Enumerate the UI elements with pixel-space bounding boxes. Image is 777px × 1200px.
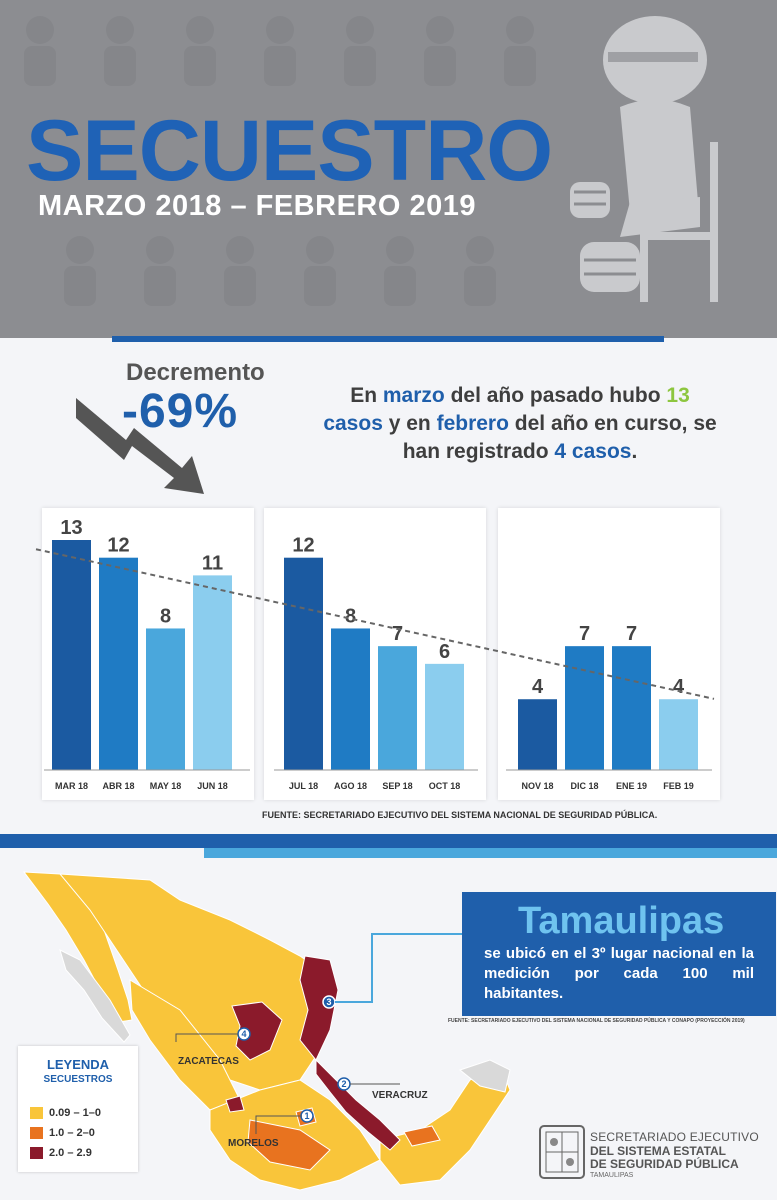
bar-value-label: 4 [532,676,544,698]
x-tick-label: ABR 18 [102,781,134,791]
legend-swatch-high [30,1147,43,1159]
bar-value-label: 4 [673,676,685,698]
decremento-value: -69% [122,385,239,438]
decremento-label: Decremento [126,359,265,386]
mexico-map: 1 2 3 4 [22,871,511,1191]
people-pattern-background [24,16,536,306]
x-tick-label: FEB 19 [663,781,694,791]
bar-oct-18 [425,663,464,770]
bar-feb-19 [659,699,698,770]
x-tick-label: OCT 18 [429,781,461,791]
label-veracruz: VERACRUZ [372,1090,428,1101]
map-tabasco [403,1125,441,1147]
bar-value-label: 11 [202,552,223,574]
bar-jul-18 [284,557,323,770]
bar-value-label: 6 [439,641,450,663]
bar-may-18 [146,628,185,770]
down-trend-arrow-icon [76,398,204,494]
x-tick-label: ENE 19 [616,781,647,791]
map-legend: LEYENDA SECUESTROS 0.09 – 1–0 1.0 – 2–0 … [18,1046,138,1172]
x-tick-label: AGO 18 [334,781,367,791]
legend-item-low: 0.09 – 1–0 [30,1106,101,1120]
rank-2: 2 [341,1079,346,1089]
bar-jun-18 [193,575,232,770]
logo-line-3: DE SEGURIDAD PÚBLICA [590,1157,739,1171]
map-guerrero-michoacan [247,1119,331,1171]
logo-line-2: DEL SISTEMA ESTATAL [590,1144,727,1158]
legend-item-high: 2.0 – 2.9 [30,1146,92,1160]
page-subtitle: MARZO 2018 – FEBRERO 2019 [38,190,476,222]
x-tick-label: DIC 18 [570,781,598,791]
legend-subtitle: SECUESTROS [43,1074,113,1085]
section-stripe-dark [0,834,777,848]
x-tick-label: JUL 18 [289,781,318,791]
rank-3: 3 [326,997,331,1007]
bar-value-label: 12 [292,535,314,557]
chart-source-note: FUENTE: SECRETARIADO EJECUTIVO DEL SISTE… [262,810,658,820]
label-morelos: MORELOS [228,1138,279,1149]
coat-of-arms-logo [539,1125,585,1179]
rank-1: 1 [304,1111,309,1121]
bar-value-label: 7 [626,623,637,645]
map-small-red [225,1095,245,1113]
rank-4: 4 [241,1029,246,1039]
logo-line-1: SECRETARIADO EJECUTIVO [590,1130,759,1144]
x-tick-label: MAY 18 [150,781,182,791]
map-veracruz [315,1058,401,1151]
map-leader-lines [175,933,462,1134]
bar-value-label: 8 [345,605,356,627]
bar-sep-18 [378,646,417,770]
x-tick-label: NOV 18 [521,781,553,791]
tamaulipas-callout [462,892,776,1016]
label-zacatecas: ZACATECAS [178,1056,239,1067]
bar-dic-18 [565,646,604,770]
bar-value-label: 8 [160,605,171,627]
bar-value-label: 7 [579,623,590,645]
page-title: SECUESTRO [26,103,553,199]
map-source-note: FUENTE: SECRETARIADO EJECUTIVO DEL SISTE… [448,1018,745,1024]
x-tick-label: MAR 18 [55,781,88,791]
legend-swatch-mid [30,1127,43,1139]
bar-abr-18 [99,557,138,770]
section-stripe-light [204,848,777,858]
summary-text: En marzo del año pasado hubo 13 casos y e… [323,384,717,463]
bar-nov-18 [518,699,557,770]
header-banner: SECUESTRO MARZO 2018 – FEBRERO 2019 [0,0,777,338]
bar-mar-18 [52,540,91,770]
map-yucatan-gray [458,1059,511,1093]
header-divider [112,336,664,342]
logo-line-4: TAMAULIPAS [590,1172,634,1179]
rank-markers: 1 2 3 4 [237,995,351,1123]
map-baja-california-sur [59,949,131,1043]
legend-title: LEYENDA [46,1057,110,1072]
bar-ago-18 [331,628,370,770]
monthly-bar-chart: 13 MAR 18 12 ABR 18 8 MAY 18 11 JUN 18 12 JUL 18 8… [35,517,715,791]
bar-ene-19 [612,646,651,770]
map-southeast [379,1064,511,1186]
x-tick-label: JUN 18 [197,781,228,791]
x-tick-label: SEP 18 [382,781,412,791]
legend-swatch-low [30,1107,43,1119]
bar-value-label: 7 [392,623,403,645]
bar-value-label: 12 [107,535,129,557]
hostage-figure-icon [570,16,718,302]
trend-line [35,548,715,700]
tamaulipas-text: se ubicó en el 3º lugar nacional en la m… [484,945,754,1002]
tamaulipas-title: Tamaulipas [518,900,725,942]
legend-item-mid: 1.0 – 2–0 [30,1126,95,1140]
bar-value-label: 13 [60,517,82,539]
